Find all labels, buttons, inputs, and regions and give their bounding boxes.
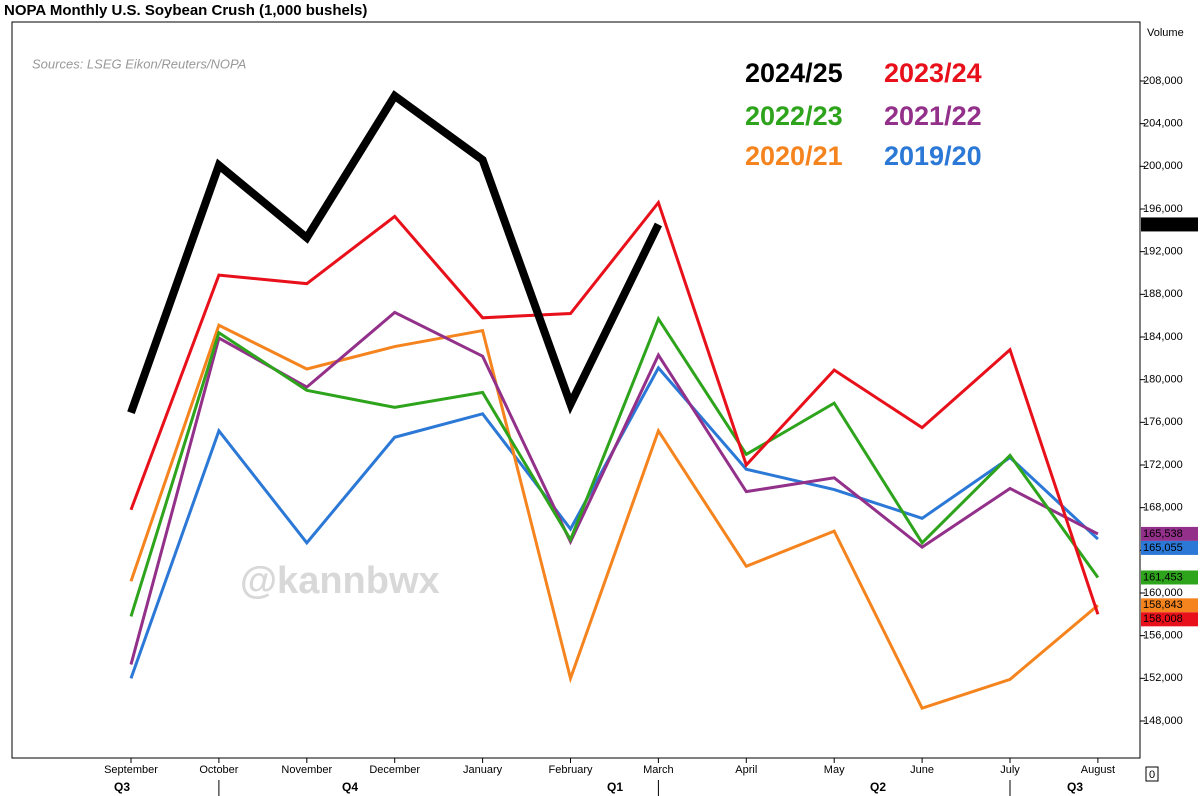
legend-entry: 2020/21 [745, 141, 843, 171]
x-tick-label: March [643, 764, 674, 776]
x-tick-label: April [735, 764, 757, 776]
y-tick-label: 200,000 [1143, 160, 1183, 172]
y-tick-label: 148,000 [1143, 715, 1183, 727]
end-tag-label: 161,453 [1143, 571, 1183, 583]
end-tag-label: 194,551 [1143, 218, 1183, 230]
end-tag [1141, 540, 1198, 555]
end-tag [1141, 570, 1198, 585]
quarter-label: Q2 [870, 780, 886, 794]
x-tick-label: January [463, 764, 503, 776]
watermark: @kannbwx [240, 560, 440, 602]
quarter-label: Q4 [342, 780, 358, 794]
series-line [129, 199, 1100, 615]
x-tick-label: February [548, 764, 593, 776]
y-tick-label: 160,000 [1143, 587, 1183, 599]
legend-entry: 2022/23 [745, 101, 843, 131]
axis-label: Volume [1147, 27, 1184, 39]
end-tag-label: 165,055 [1143, 542, 1183, 554]
legend-entry: 2021/22 [884, 101, 982, 131]
x-tick-label: June [910, 764, 934, 776]
y-tick-label: 188,000 [1143, 288, 1183, 300]
y-tick-label: 180,000 [1143, 374, 1183, 386]
y-tick-label: 196,000 [1143, 203, 1183, 215]
y-tick-label: 184,000 [1143, 331, 1183, 343]
legend-entry: 2024/25 [745, 58, 843, 88]
end-tag-label: 158,843 [1143, 599, 1183, 611]
x-tick-label: July [1000, 764, 1020, 776]
x-tick-label: December [369, 764, 420, 776]
end-tag [1141, 612, 1198, 627]
end-tag-label: 165,538 [1143, 528, 1183, 540]
bottom-label: 0 [1149, 769, 1155, 781]
y-tick-label: 208,000 [1143, 75, 1183, 87]
y-tick-label: 204,000 [1143, 118, 1183, 130]
quarter-label: Q1 [607, 780, 623, 794]
x-tick-label: August [1081, 764, 1115, 776]
legend-entry: 2019/20 [884, 141, 982, 171]
bottom-box [1145, 766, 1159, 782]
series-line [129, 323, 1099, 711]
y-tick-label: 176,000 [1143, 416, 1183, 428]
x-tick-label: October [199, 764, 238, 776]
y-tick-label: 156,000 [1143, 630, 1183, 642]
end-tag [1141, 217, 1198, 232]
y-tick-label: 152,000 [1143, 672, 1183, 684]
quarter-label: Q3 [114, 780, 130, 794]
end-tag [1141, 598, 1198, 613]
quarter-label: Q3 [1067, 780, 1083, 794]
y-tick-label: 172,000 [1143, 459, 1183, 471]
x-tick-label: November [281, 764, 332, 776]
y-tick-label: 168,000 [1143, 502, 1183, 514]
end-tag-label: 158,008 [1143, 613, 1183, 625]
end-tag [1141, 526, 1198, 541]
y-tick-label: 192,000 [1143, 246, 1183, 258]
series-line [129, 315, 1100, 617]
legend-entry: 2023/24 [884, 58, 982, 88]
source: Sources: LSEG Eikon/Reuters/NOPA [32, 56, 246, 71]
x-tick-label: May [824, 764, 845, 776]
chart-title: NOPA Monthly U.S. Soybean Crush (1,000 b… [4, 2, 367, 19]
series-line [127, 90, 662, 415]
x-tick-label: September [104, 764, 158, 776]
